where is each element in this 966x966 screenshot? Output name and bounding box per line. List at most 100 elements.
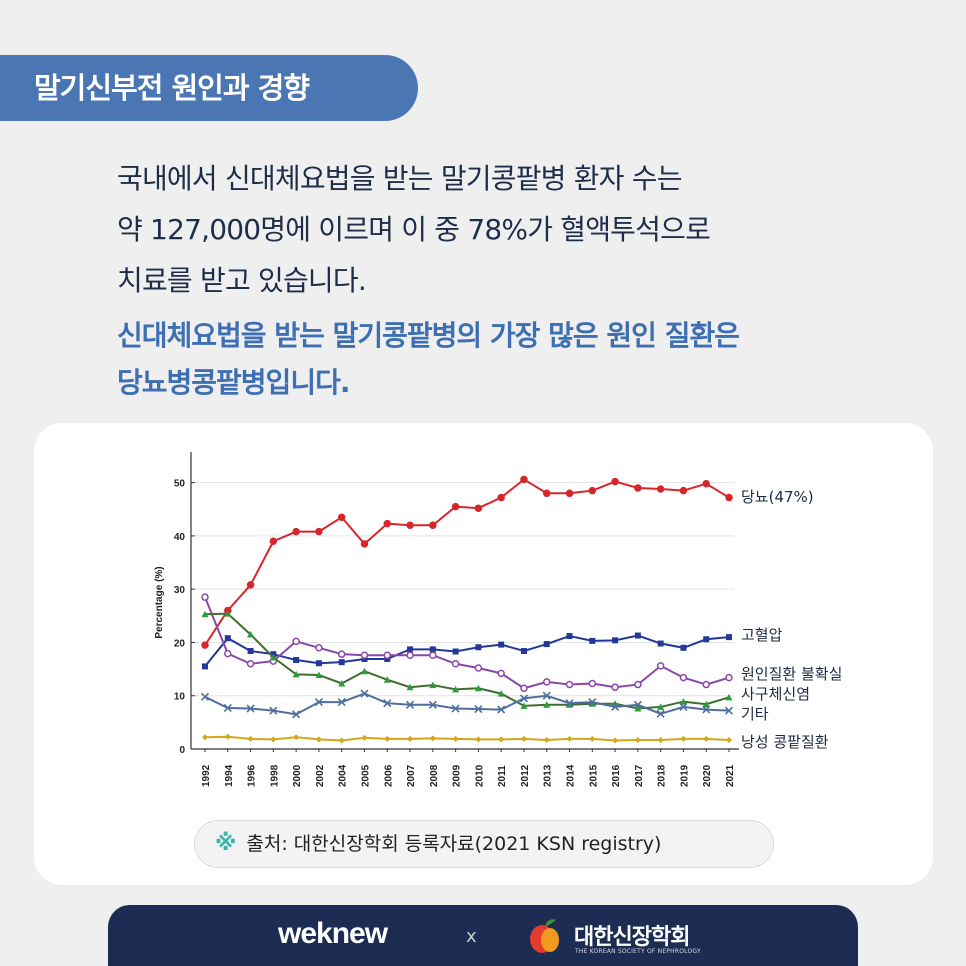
series-label: 당뇨(47%) <box>741 488 814 506</box>
y-tick-label: 0 <box>179 745 185 756</box>
data-point <box>224 733 231 740</box>
data-point <box>338 659 345 666</box>
data-point <box>726 736 732 743</box>
y-tick-label: 20 <box>174 638 186 649</box>
section-tag: 말기신부전 원인과 경향 <box>0 55 418 121</box>
data-point <box>725 693 733 701</box>
data-point <box>428 700 437 709</box>
y-tick-label: 10 <box>174 692 186 703</box>
data-point <box>565 489 574 498</box>
data-point <box>588 486 597 495</box>
reference-mark-icon: ※ <box>215 831 237 856</box>
data-point <box>565 680 574 689</box>
data-point <box>314 698 323 707</box>
data-point <box>201 593 209 601</box>
y-axis-label: Percentage (%) <box>154 566 165 638</box>
highlight-text: 신대체요법을 받는 말기콩팥병의 가장 많은 원인 질환은 당뇨병콩팥병입니다. <box>117 312 897 406</box>
data-point <box>270 736 277 743</box>
data-point <box>633 700 642 709</box>
series-line <box>204 634 730 668</box>
data-point <box>201 610 209 618</box>
data-point <box>702 680 710 689</box>
data-point <box>451 502 460 511</box>
series-line <box>204 596 730 690</box>
x-tick-label: 2004 <box>338 764 349 787</box>
data-point <box>680 735 687 742</box>
data-point <box>360 667 368 675</box>
data-point <box>474 504 483 512</box>
data-point <box>202 663 208 670</box>
series-label: 고혈압 <box>741 626 783 644</box>
data-point <box>269 706 278 715</box>
data-point <box>702 700 710 708</box>
data-point <box>589 735 596 742</box>
data-point <box>703 735 710 742</box>
series-label: 낭성 콩팥질환 <box>741 733 829 751</box>
data-point <box>292 670 300 678</box>
data-point <box>542 678 551 686</box>
data-point <box>246 660 255 668</box>
source-text: 출처: 대한신장학회 등록자료(2021 KSN registry) <box>246 833 662 855</box>
data-point <box>543 701 551 708</box>
x-tick-label: 2011 <box>497 765 508 787</box>
weknew-logo: weknew <box>278 917 388 950</box>
data-point <box>452 685 460 693</box>
data-point <box>223 703 232 713</box>
data-point <box>337 650 346 658</box>
data-point <box>589 637 596 644</box>
data-point <box>497 493 505 502</box>
data-point <box>452 735 459 742</box>
data-point <box>612 737 619 744</box>
x-tick-label: 2006 <box>383 764 394 787</box>
data-point <box>634 680 642 689</box>
data-point <box>429 651 437 659</box>
x-tick-label: 2017 <box>634 764 645 787</box>
x-tick-label: 2014 <box>566 764 577 787</box>
series-line <box>204 735 730 742</box>
data-point <box>315 736 322 743</box>
data-point <box>679 673 688 682</box>
data-point <box>497 690 505 697</box>
x-tick-label: 2021 <box>725 764 736 787</box>
data-point <box>247 647 254 654</box>
data-point <box>337 513 346 522</box>
data-point <box>360 689 369 698</box>
data-point <box>520 647 527 654</box>
data-point <box>611 477 619 486</box>
data-point <box>725 493 733 502</box>
ksn-logo-icon <box>530 919 559 953</box>
x-tick-label: 2010 <box>474 764 485 787</box>
x-tick-label: 2019 <box>679 764 690 787</box>
intro-line-1: 국내에서 신대체요법을 받는 말기콩팥병 환자 수는 <box>117 162 682 195</box>
data-point <box>634 736 641 743</box>
data-point <box>406 521 414 530</box>
data-point <box>566 633 573 640</box>
chart-card: 0 10 20 30 40 50 Percentage (%) 1992 1994 1996 199… <box>34 423 933 885</box>
data-point <box>384 735 391 742</box>
data-point <box>383 519 392 528</box>
x-tick-label: 2012 <box>520 764 531 787</box>
data-point <box>656 662 665 670</box>
data-point <box>565 699 574 708</box>
y-tick-label: 50 <box>174 479 186 490</box>
data-point <box>293 657 300 664</box>
data-point <box>292 527 300 536</box>
intro-line-2: 약 127,000명에 이르며 이 중 78%가 혈액투석으로 <box>117 213 711 246</box>
data-point <box>224 635 231 642</box>
data-point <box>634 705 642 712</box>
data-point <box>634 484 642 492</box>
series-label: 사구체신염 <box>741 685 810 703</box>
data-point <box>247 630 255 638</box>
data-point <box>497 705 506 714</box>
data-point <box>383 699 392 708</box>
data-point <box>566 701 574 708</box>
series-line <box>204 692 730 716</box>
data-point <box>588 698 597 707</box>
data-point <box>315 660 322 667</box>
data-point <box>679 698 687 705</box>
series-label: 기타 <box>741 705 769 723</box>
data-point <box>657 703 665 710</box>
data-point <box>246 704 255 713</box>
data-point <box>383 651 392 659</box>
x-tick-label: 1994 <box>224 764 235 787</box>
